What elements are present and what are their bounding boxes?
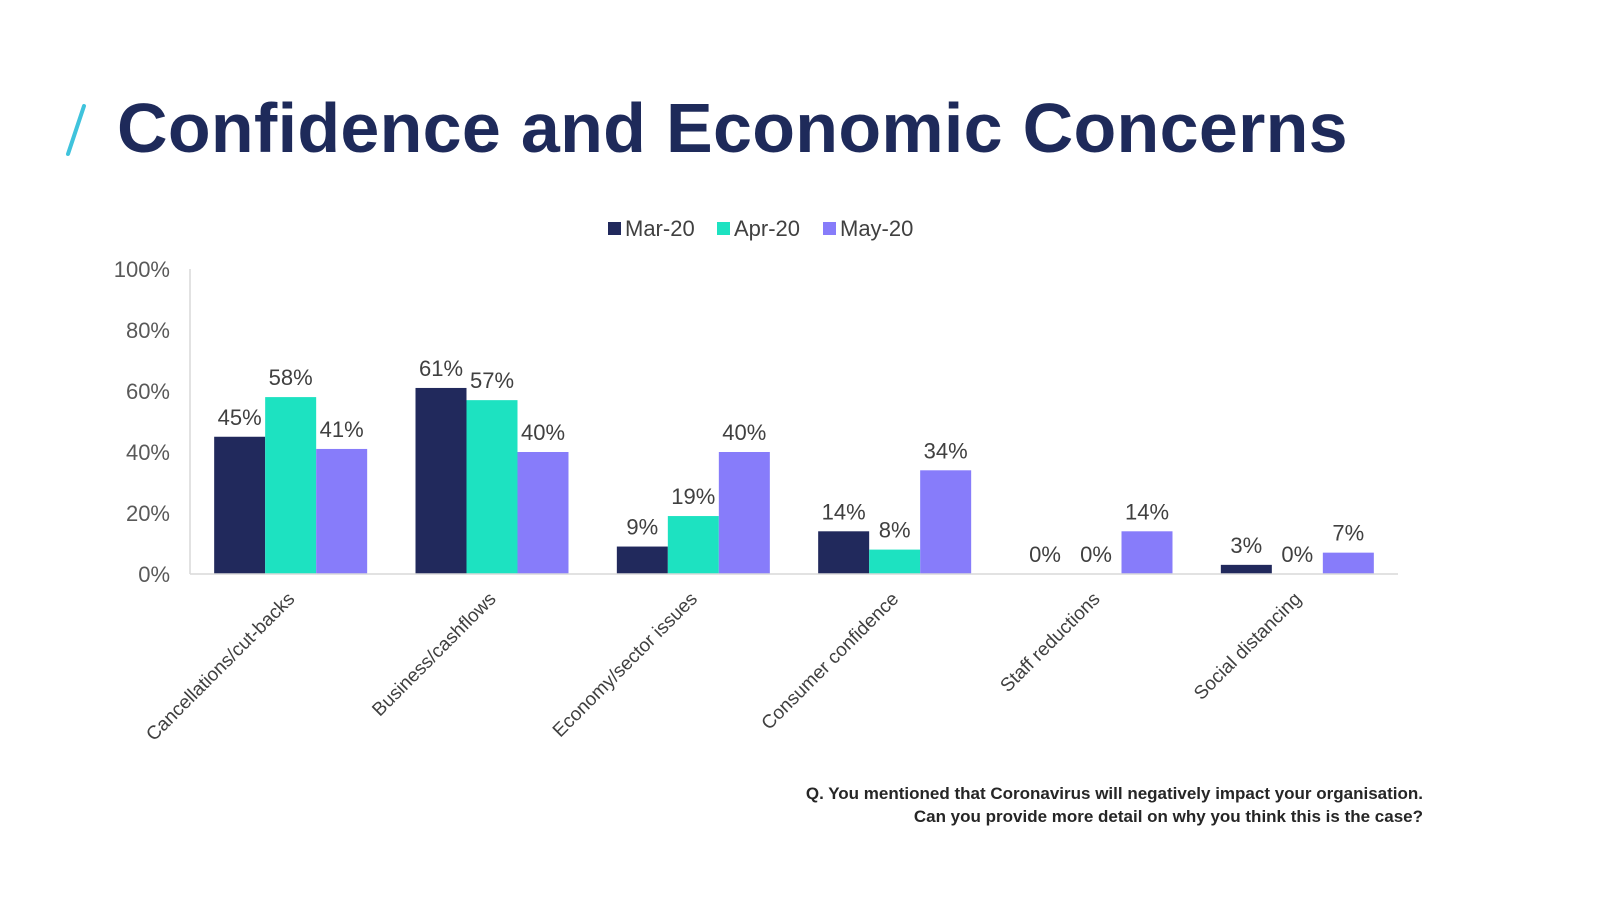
data-label: 19% [671,484,715,509]
data-label: 0% [1080,542,1112,567]
data-label: 7% [1332,521,1364,546]
data-label: 8% [879,518,911,543]
y-tick-label: 0% [138,562,170,587]
footnote-line-1: Q. You mentioned that Coronavirus will n… [805,784,1423,803]
legend-label: Apr-20 [734,216,800,241]
bar-may-20 [920,470,972,574]
data-label: 9% [626,515,658,540]
legend-swatch [823,222,836,235]
bar-mar-20 [616,546,668,574]
legend-label: May-20 [840,216,913,241]
y-tick-label: 80% [126,318,170,343]
legend-swatch [717,222,730,235]
data-label: 40% [722,420,766,445]
bar-may-20 [316,448,368,574]
bar-marks [214,387,1374,574]
x-category-label: Social distancing [1190,589,1306,705]
y-tick-label: 60% [126,379,170,404]
legend-swatch [608,222,621,235]
bar-may-20 [1322,552,1374,574]
data-label: 0% [1029,542,1061,567]
data-label: 3% [1230,533,1262,558]
y-tick-label: 100% [114,257,170,282]
y-axis: 0% 20% 40% 60% 80% 100% [114,257,191,587]
bar-mar-20 [214,436,266,574]
data-label: 0% [1281,542,1313,567]
data-labels: 45% 58% 41% 61% 57% 40% 9% 19% 40% 14% 8% 34% 0% 0% 14… [218,356,1365,567]
x-category-label: Consumer confidence [758,589,904,735]
data-label: 34% [924,438,968,463]
bar-apr-20 [265,397,317,574]
x-category-label: Economy/sector issues [549,589,702,742]
bar-apr-20 [466,400,518,574]
legend-label: Mar-20 [625,216,695,241]
page-title: Confidence and Economic Concerns [117,89,1348,167]
data-label: 14% [822,499,866,524]
x-axis: Cancellations/cut-backs Business/cashflow… [142,573,1398,746]
bar-mar-20 [1220,564,1272,574]
bar-apr-20 [869,549,921,574]
bar-may-20 [718,452,770,574]
data-label: 61% [419,356,463,381]
bar-mar-20 [415,387,467,574]
data-label: 57% [470,368,514,393]
x-category-label: Business/cashflows [368,589,500,721]
data-label: 41% [320,417,364,442]
accent-slash-logo [66,104,86,156]
x-category-label: Staff reductions [997,589,1105,697]
footnote-line-2: Can you provide more detail on why you t… [913,807,1423,826]
chart-legend: Mar-20 Apr-20 May-20 [608,216,913,241]
bar-may-20 [517,452,569,574]
bar-may-20 [1121,531,1173,574]
bar-apr-20 [667,516,719,574]
data-label: 40% [521,420,565,445]
data-label: 58% [269,365,313,390]
y-tick-label: 40% [126,440,170,465]
data-label: 45% [218,405,262,430]
bar-chart: Mar-20 Apr-20 May-20 0% 20% 40% 60% 80% 100% 45… [114,216,1398,746]
bar-mar-20 [818,531,870,574]
question-footnote: Q. You mentioned that Coronavirus will n… [806,782,1423,828]
x-category-label: Cancellations/cut-backs [142,589,299,746]
y-tick-label: 20% [126,501,170,526]
data-label: 14% [1125,499,1169,524]
